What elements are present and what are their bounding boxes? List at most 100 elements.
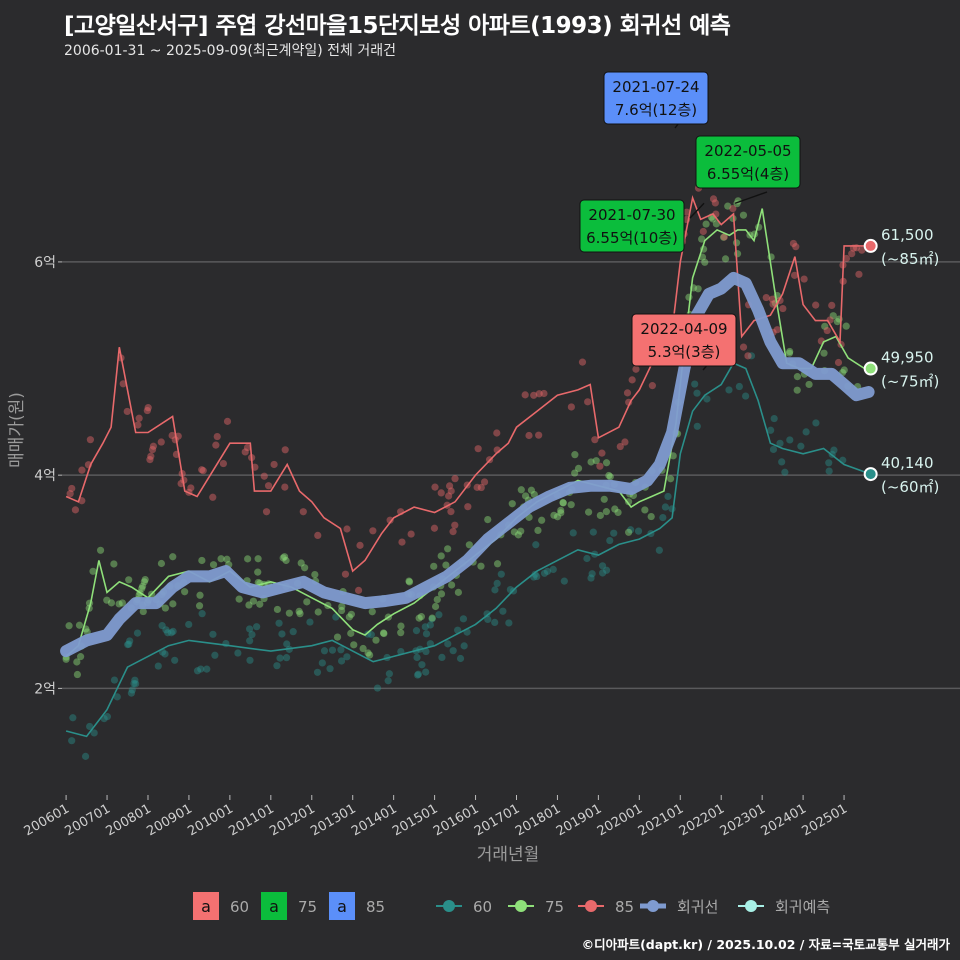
scatter-point-75 (314, 608, 322, 616)
scatter-point-85 (119, 380, 127, 388)
scatter-point-75 (273, 605, 282, 614)
forecast-area-label: (~60㎡) (881, 478, 939, 496)
scatter-point-60 (283, 640, 291, 648)
scatter-point-60 (282, 654, 291, 662)
scatter-point-75 (280, 553, 289, 561)
scatter-point-60 (127, 689, 136, 697)
scatter-point-60 (364, 630, 372, 638)
scatter-point-75 (550, 511, 558, 519)
scatter-point-85 (773, 326, 781, 334)
scatter-point-75 (585, 508, 593, 516)
annotation-price: 7.6억(12층) (615, 101, 697, 119)
scatter-point-75 (254, 555, 262, 563)
scatter-point-60 (164, 629, 172, 637)
scatter-point-60 (703, 395, 711, 403)
annotation-leader (734, 191, 768, 204)
scatter-point-60 (343, 653, 351, 661)
scatter-point-85 (525, 431, 533, 440)
scatter-point-75 (444, 545, 452, 553)
scatter-point-75 (249, 597, 258, 605)
scatter-point-75 (719, 233, 728, 241)
scatter-point-75 (739, 211, 748, 219)
scatter-point-60 (171, 656, 179, 664)
scatter-point-85 (711, 199, 719, 207)
scatter-point-75 (285, 609, 293, 617)
scatter-point-75 (596, 511, 604, 520)
scatter-point-85 (729, 204, 737, 213)
scatter-point-60 (659, 513, 667, 522)
scatter-point-85 (148, 445, 157, 454)
scatter-point-60 (770, 414, 778, 423)
scatter-point-60 (691, 380, 699, 388)
legend-label-glyph: a (337, 897, 347, 916)
scatter-point-60 (275, 619, 283, 627)
scatter-point-85 (823, 326, 831, 335)
scatter-point-85 (281, 446, 289, 454)
scatter-point-75 (567, 501, 575, 509)
scatter-point-60 (540, 569, 549, 577)
scatter-point-75 (379, 629, 388, 637)
scatter-point-75 (110, 560, 118, 568)
scatter-point-75 (517, 527, 525, 535)
legend-line-item-75: 75 (508, 898, 564, 916)
scatter-point-75 (338, 602, 346, 611)
scatter-point-60 (384, 677, 392, 685)
legend-line-dot (647, 900, 659, 912)
legend-line-dot (745, 900, 757, 912)
scatter-point-75 (125, 576, 133, 584)
forecast-point-85 (863, 238, 878, 253)
scatter-point-60 (598, 562, 607, 570)
forecast-point-75 (863, 361, 878, 376)
scatter-point-60 (289, 628, 297, 636)
scatter-point-85 (157, 438, 165, 446)
legend-line-text: 60 (473, 898, 492, 916)
scatter-point-75 (538, 516, 546, 524)
scatter-point-85 (596, 462, 604, 470)
scatter-point-85 (449, 528, 457, 536)
scatter-point-75 (669, 452, 677, 460)
scatter-point-60 (422, 668, 430, 676)
scatter-point-60 (337, 657, 346, 665)
scatter-point-75 (141, 575, 149, 584)
x-tick-label: 201401 (349, 801, 399, 839)
scatter-point-75 (397, 629, 405, 637)
scatter-point-85 (281, 483, 289, 491)
scatter-point-75 (484, 516, 492, 524)
scatter-point-60 (602, 566, 611, 574)
scatter-point-85 (199, 467, 207, 475)
scatter-point-60 (413, 653, 421, 662)
scatter-point-75 (510, 528, 518, 536)
scatter-point-60 (484, 615, 492, 624)
annotation-date: 2022-05-05 (704, 142, 791, 160)
scatter-point-85 (86, 436, 95, 444)
legend-line-item-회귀선: 회귀선 (640, 898, 718, 916)
scatter-point-85 (209, 493, 217, 501)
legend-label-item-60: a 60 (193, 892, 249, 920)
scatter-point-60 (161, 650, 169, 658)
scatter-point-85 (789, 239, 798, 248)
scatter-point-60 (435, 611, 443, 619)
scatter-point-85 (535, 431, 543, 439)
scatter-point-75 (372, 636, 380, 644)
x-tick-label: 201301 (308, 801, 358, 839)
scatter-point-60 (328, 646, 337, 654)
scatter-point-85 (147, 452, 155, 460)
scatter-point-60 (742, 392, 750, 400)
scatter-point-75 (161, 604, 169, 612)
scatter-point-60 (655, 546, 663, 554)
scatter-point-60 (306, 618, 314, 626)
x-tick-label: 201001 (185, 801, 235, 839)
scatter-point-60 (412, 627, 421, 635)
scatter-point-60 (812, 419, 820, 427)
scatter-point-75 (428, 614, 436, 622)
scatter-point-60 (90, 729, 98, 737)
scatter-point-60 (825, 459, 833, 467)
legend-line-item-85: 85 (578, 898, 634, 916)
scatter-point-75 (157, 559, 166, 568)
scatter-point-60 (589, 528, 597, 536)
scatter-point-60 (483, 610, 491, 618)
scatter-point-75 (138, 584, 146, 593)
scatter-point-85 (477, 483, 485, 492)
scatter-point-85 (144, 404, 152, 412)
scatter-point-60 (133, 629, 142, 637)
